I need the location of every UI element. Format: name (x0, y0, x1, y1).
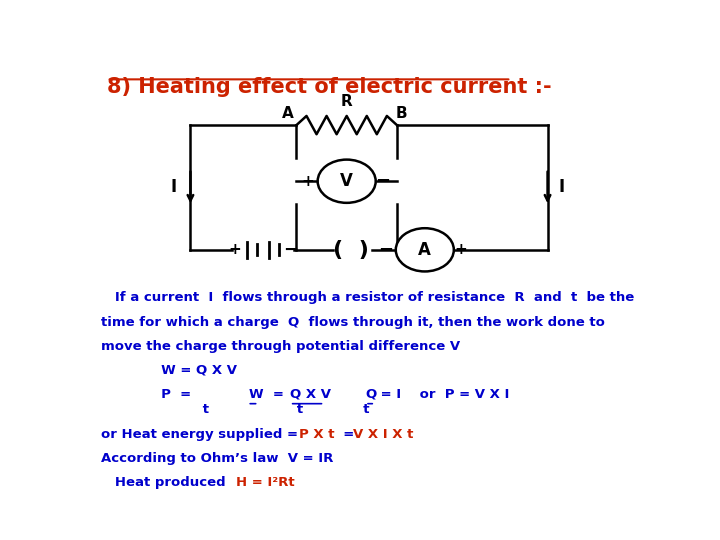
Text: V: V (341, 172, 353, 190)
Text: =: = (258, 388, 292, 401)
Text: +: + (229, 242, 241, 258)
Text: = I    or  P = V X I: = I or P = V X I (376, 388, 509, 401)
Text: +: + (454, 242, 467, 258)
Text: Heat produced: Heat produced (101, 476, 235, 489)
Circle shape (318, 160, 376, 203)
Text: 8) Heating effect of electric current :-: 8) Heating effect of electric current :- (107, 77, 552, 97)
Text: V X I X t: V X I X t (354, 428, 414, 441)
Circle shape (396, 228, 454, 272)
Text: W: W (248, 388, 263, 401)
Text: +: + (301, 174, 314, 188)
Text: I: I (171, 178, 176, 197)
Text: time for which a charge  Q  flows through it, then the work done to: time for which a charge Q flows through … (101, 315, 605, 328)
Text: According to Ohm’s law  V = IR: According to Ohm’s law V = IR (101, 453, 333, 465)
Text: −: − (375, 172, 390, 190)
Text: A: A (418, 241, 431, 259)
Text: A: A (282, 106, 294, 121)
Text: =: = (334, 428, 364, 441)
Text: B: B (395, 106, 408, 121)
Text: Q X V: Q X V (289, 388, 330, 401)
Text: If a current  I  flows through a resistor of resistance  R  and  t  be the: If a current I flows through a resistor … (101, 292, 634, 305)
Text: I: I (559, 178, 565, 197)
Text: −: − (283, 241, 299, 259)
Text: Q: Q (366, 388, 377, 401)
Text: move the charge through potential difference V: move the charge through potential differ… (101, 340, 460, 353)
Text: P  =: P = (101, 388, 196, 401)
Text: W = Q X V: W = Q X V (101, 364, 237, 377)
Text: (  ): ( ) (333, 240, 369, 260)
Text: or Heat energy supplied =: or Heat energy supplied = (101, 428, 303, 441)
Text: t                   t             t: t t t (101, 403, 369, 416)
Text: H = I²Rt: H = I²Rt (236, 476, 294, 489)
Text: P X t: P X t (299, 428, 334, 441)
Text: R: R (341, 94, 353, 109)
Text: −: − (378, 241, 393, 259)
